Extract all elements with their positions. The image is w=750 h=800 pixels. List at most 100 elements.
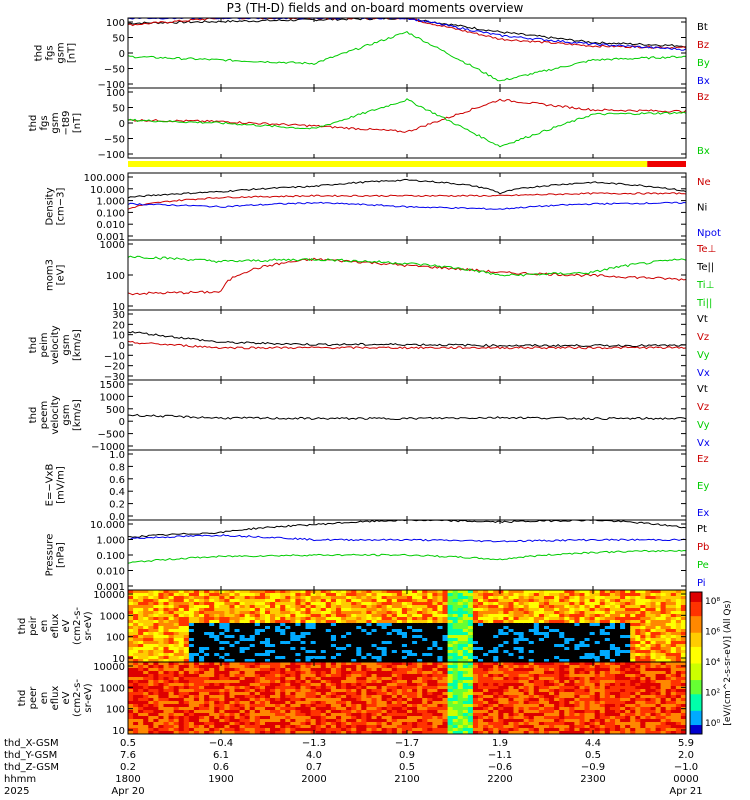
- ytick-label: 1000: [100, 392, 125, 403]
- panel-fgs-gsm-traces: [128, 18, 686, 82]
- ylabel-line: eV: [61, 691, 72, 704]
- legend-fgs-gsm-t89: Bx: [697, 146, 710, 157]
- footer-value: 2000: [301, 774, 327, 785]
- ylabel-line: sr-eV): [83, 683, 94, 712]
- ylabel-line: gsm: [61, 334, 72, 355]
- footer-value: 0.7: [306, 762, 322, 773]
- legend-electron-velocity: Vx: [697, 438, 710, 449]
- panel-electron-velocity-traces: [128, 413, 686, 421]
- ytick-label: 0.010: [96, 220, 125, 231]
- legend-density: Ni: [697, 203, 707, 214]
- legend-ion-velocity: Vx: [697, 368, 710, 379]
- footer-row-label: hhmm: [4, 774, 37, 785]
- footer-value: 0.5: [120, 738, 136, 749]
- ylabel-line: velocity: [50, 395, 61, 434]
- legend-density: Npot: [697, 228, 721, 239]
- ylabel-line: [eV]: [56, 265, 67, 286]
- ytick-label: −500: [98, 430, 125, 441]
- ylabel-line: [mV/m]: [56, 466, 67, 504]
- ylabel-line: gsm: [61, 404, 72, 425]
- legend-temperature: Te⊥: [696, 244, 716, 255]
- mode-bar-segment: [647, 161, 686, 167]
- footer-value: −0.4: [208, 738, 234, 749]
- legend-temperature: Ti⊥: [696, 280, 714, 291]
- footer-value: 4.4: [585, 738, 601, 749]
- ytick-label: 50: [112, 34, 125, 45]
- ytick-label: 10000: [93, 590, 125, 601]
- ylabel-line: fgs: [39, 115, 50, 130]
- footer-value: 0000: [673, 774, 699, 785]
- ylabel-line: peer: [28, 686, 39, 710]
- ytick-label: 100: [106, 18, 125, 29]
- colorbar-label: [eV/(cm^2-s-sr-eV)] (All Qs): [723, 600, 733, 725]
- legend-electron-velocity: Vy: [697, 420, 710, 431]
- ytick-label: 100: [106, 633, 125, 644]
- ytick-label: −100: [98, 150, 125, 161]
- ylabel-line: mom3: [45, 259, 56, 291]
- legend-efield: Ez: [697, 454, 709, 465]
- ytick-label: 0.6: [109, 475, 125, 486]
- ytick-label: 500: [106, 405, 125, 416]
- footer-value: 5.9: [678, 738, 694, 749]
- ytick-label: 10: [112, 331, 125, 342]
- panel-frame-efield: [127, 449, 687, 521]
- legend-pressure: Pb: [697, 542, 709, 553]
- series-density-Npot: [128, 201, 686, 210]
- ylabel-line: peir: [28, 615, 39, 635]
- legend-electron-velocity: Vz: [697, 402, 709, 413]
- ylabel-line: thd: [28, 407, 39, 424]
- ytick-label: 50: [112, 104, 125, 115]
- ylabel-line: eflux: [50, 614, 61, 639]
- footer-value: 1800: [115, 774, 141, 785]
- ytick-label: 1.0: [109, 450, 125, 461]
- series-pressure-Pe: [128, 549, 686, 564]
- ytick-label: 0.100: [96, 208, 125, 219]
- ylabel-line: peem: [39, 401, 50, 429]
- ytick-label: 100: [106, 88, 125, 99]
- ylabel-line: gsm: [56, 42, 67, 63]
- ylabel-line: thd: [17, 618, 28, 635]
- ylabel-line: [nT]: [72, 113, 83, 133]
- colorbar-tick: 10⁶: [705, 628, 720, 638]
- ylabel-line: peim: [39, 332, 50, 357]
- legend-fgs-gsm: Bt: [697, 22, 708, 33]
- legend-pressure: Pe: [697, 560, 709, 571]
- legend-pressure: Pi: [697, 578, 706, 589]
- ylabel-line: fgs: [45, 45, 56, 60]
- ylabel-line: en: [39, 692, 50, 705]
- spectrogram-ion-spectrogram: [128, 590, 686, 662]
- ytick-label: 10: [112, 726, 125, 737]
- ytick-label: 1000: [100, 240, 125, 251]
- ytick-label: 10.000: [90, 520, 125, 531]
- series-electron-velocity-Vt: [128, 413, 686, 421]
- mode-bar-segment: [128, 161, 648, 167]
- panel-frame-fgs-gsm: [127, 17, 687, 89]
- ylabel-line: eflux: [50, 686, 61, 711]
- footer-value: 1900: [208, 774, 234, 785]
- ylabel-line: E=−VxB: [45, 464, 56, 507]
- ytick-label: 0.0: [109, 512, 125, 523]
- panel-density-traces: [128, 178, 686, 210]
- series-density-Ni: [128, 178, 686, 199]
- ylabel-line: eV: [61, 619, 72, 632]
- legend-efield: Ex: [697, 508, 709, 519]
- ytick-label: 0.2: [109, 500, 125, 511]
- ytick-label: 0.100: [96, 551, 125, 562]
- ytick-label: 0.010: [96, 567, 125, 578]
- ytick-label: 30: [112, 310, 125, 321]
- ytick-label: 100: [106, 705, 125, 716]
- footer-value: 2200: [487, 774, 513, 785]
- ytick-label: −50: [104, 65, 125, 76]
- ylabel-line: [cm−3]: [56, 188, 67, 226]
- ytick-label: 100.000: [84, 173, 125, 184]
- ylabel-line: [nT]: [67, 43, 78, 63]
- legend-density: Ne: [697, 177, 711, 188]
- footer-row-label: 2025: [4, 786, 30, 797]
- legend-pressure: Pt: [697, 524, 707, 535]
- footer-value: 0.2: [120, 762, 136, 773]
- legend-ion-velocity: Vt: [697, 314, 708, 325]
- ytick-label: −100: [98, 80, 125, 91]
- footer-value: −1.3: [301, 738, 327, 749]
- ylabel-line: thd: [17, 690, 28, 707]
